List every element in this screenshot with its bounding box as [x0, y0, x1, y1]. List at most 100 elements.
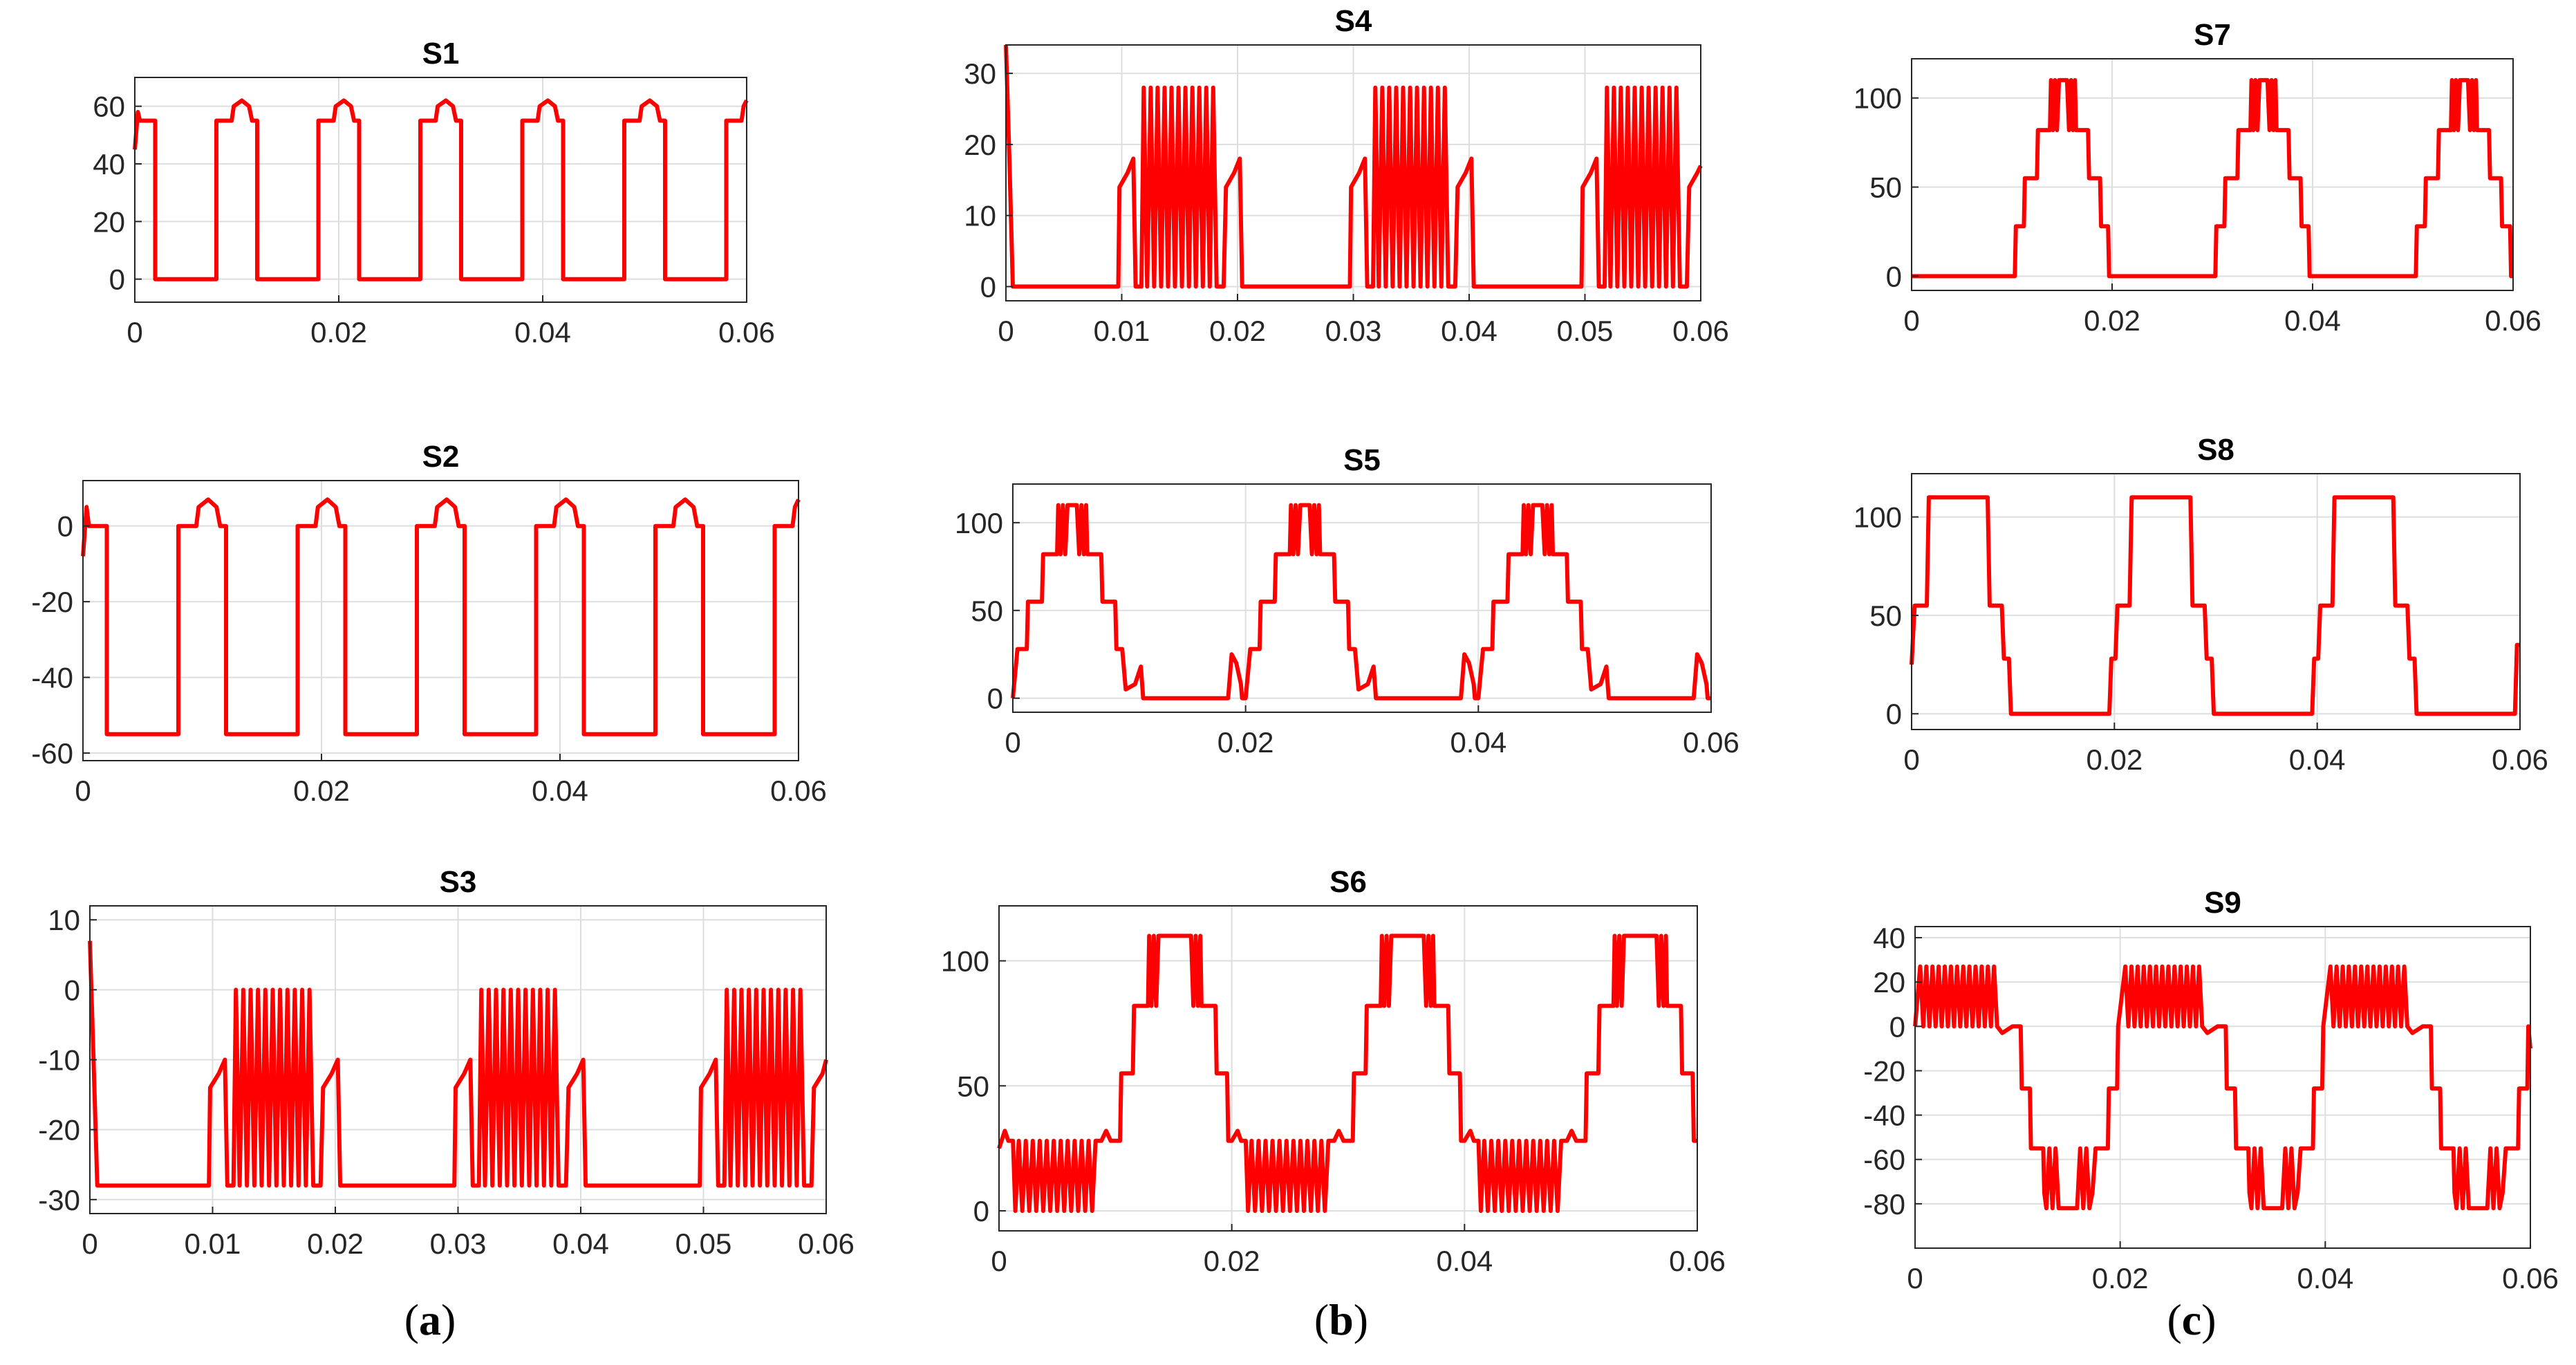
series-line-s5 [1011, 503, 1711, 700]
x-tick-label-s3-0: 0 [82, 1227, 97, 1260]
x-tick-label-s4-1: 0.01 [1094, 315, 1150, 347]
y-tick-label-s4-2: 20 [964, 129, 996, 161]
chart-title-s7: S7 [2194, 18, 2231, 52]
caption-a: (a) [404, 1295, 456, 1344]
chart-s9: S9 0 0.02 0.04 0.06 -80 -60 -40 -20 0 20 40 [1863, 886, 2559, 1294]
x-tick-label-s8-3: 0.06 [2492, 743, 2548, 776]
x-tick-label-s4-3: 0.03 [1325, 315, 1382, 347]
series-line-s6 [997, 934, 1697, 1214]
y-tick-label-s7-1: 50 [1869, 171, 1902, 204]
caption-c: (c) [2167, 1295, 2216, 1344]
y-tick-label-s8-2: 100 [1854, 501, 1902, 534]
x-tick-label-s1-0: 0 [127, 316, 142, 349]
y-tick-label-s3-4: 10 [48, 904, 80, 936]
chart-title-s8: S8 [2197, 433, 2234, 467]
x-tick-label-s3-5: 0.05 [675, 1227, 732, 1260]
chart-s8: S8 0 0.02 0.04 0.06 0 50 100 [1854, 433, 2548, 776]
x-tick-label-s9-3: 0.06 [2502, 1262, 2559, 1294]
y-tick-label-s5-0: 0 [987, 682, 1003, 715]
y-tick-label-s9-3: -20 [1863, 1055, 1905, 1087]
axes-frame-s8 [1911, 473, 2521, 730]
y-tick-label-s3-0: -30 [38, 1184, 80, 1216]
plot-area-s2 [83, 481, 799, 761]
x-tick-label-s7-1: 0.02 [2084, 304, 2140, 337]
x-tick-label-s6-0: 0 [991, 1245, 1007, 1277]
y-tick-label-s9-4: 0 [1889, 1010, 1905, 1043]
y-tick-label-s4-1: 10 [964, 200, 996, 232]
chart-title-s2: S2 [422, 440, 460, 474]
chart-title-s6: S6 [1329, 865, 1367, 899]
x-tick-label-s2-2: 0.04 [532, 774, 588, 807]
chart-s5: S5 0 0.02 0.04 0.06 0 50 100 [955, 443, 1739, 759]
series-line-s7 [1912, 77, 2514, 279]
chart-s4: S4 0 0.01 0.02 0.03 0.04 0.05 0.06 0 10 20 30 [964, 4, 1729, 347]
axes-frame-s2 [82, 480, 799, 761]
x-tick-label-s5-2: 0.04 [1450, 726, 1506, 759]
chart-title-s9: S9 [2204, 886, 2241, 920]
x-tick-label-s4-0: 0 [998, 315, 1014, 347]
x-tick-label-s8-2: 0.04 [2289, 743, 2346, 776]
x-tick-label-s5-0: 0 [1005, 726, 1020, 759]
plot-area-s7 [1912, 59, 2513, 290]
x-tick-label-s5-1: 0.02 [1217, 726, 1274, 759]
plot-area-s1 [135, 77, 747, 302]
x-tick-label-s2-1: 0.02 [293, 774, 350, 807]
y-tick-label-s8-0: 0 [1886, 698, 1902, 730]
y-tick-label-s3-3: 0 [64, 974, 80, 1006]
plot-grid: S1 0 0.02 0.04 0.06 0 20 40 60 S2 0 0.02 0.04 0.06 -60… [31, 4, 2559, 1294]
x-tick-label-s7-2: 0.04 [2284, 304, 2341, 337]
y-tick-label-s2-0: -60 [31, 737, 73, 770]
x-tick-label-s9-1: 0.02 [2092, 1262, 2149, 1294]
chart-s1: S1 0 0.02 0.04 0.06 0 20 40 60 [93, 37, 775, 349]
x-tick-label-s1-3: 0.06 [718, 316, 775, 349]
plot-area-s6 [999, 906, 1697, 1231]
y-tick-label-s6-0: 0 [973, 1195, 989, 1227]
y-tick-label-s3-1: -20 [38, 1114, 80, 1146]
axes-frame-s6 [998, 905, 1698, 1232]
x-tick-label-s5-3: 0.06 [1683, 726, 1739, 759]
chart-s2: S2 0 0.02 0.04 0.06 -60 -40 -20 0 [31, 440, 827, 807]
series-line-s4 [1004, 44, 1703, 289]
y-tick-label-s2-3: 0 [57, 510, 73, 543]
chart-s6: S6 0 0.02 0.04 0.06 0 50 100 [941, 865, 1726, 1277]
series-line-s8 [1910, 495, 2520, 716]
x-tick-label-s1-2: 0.04 [514, 316, 571, 349]
y-tick-label-s9-0: -80 [1863, 1188, 1905, 1220]
y-tick-label-s6-2: 100 [941, 945, 989, 978]
y-tick-label-s2-1: -40 [31, 662, 73, 694]
caption-b: (b) [1314, 1295, 1368, 1344]
y-tick-label-s1-3: 60 [93, 91, 125, 123]
x-tick-label-s1-1: 0.02 [310, 316, 367, 349]
chart-s7: S7 0 0.02 0.04 0.06 0 50 100 [1854, 18, 2541, 337]
x-tick-label-s3-1: 0.01 [185, 1227, 241, 1260]
y-tick-label-s4-3: 30 [964, 57, 996, 90]
x-tick-label-s3-4: 0.04 [552, 1227, 609, 1260]
plot-area-s9 [1915, 927, 2530, 1248]
x-tick-label-s7-0: 0 [1903, 304, 1919, 337]
x-tick-label-s4-2: 0.02 [1209, 315, 1266, 347]
x-tick-label-s2-0: 0 [75, 774, 91, 807]
y-tick-label-s5-2: 100 [955, 507, 1003, 539]
y-tick-label-s7-2: 100 [1854, 82, 1902, 115]
y-tick-label-s9-1: -60 [1863, 1144, 1905, 1176]
axes-frame-s1 [134, 77, 747, 303]
y-tick-label-s1-1: 20 [93, 205, 125, 238]
y-tick-label-s9-2: -40 [1863, 1099, 1905, 1132]
axes-frame-s5 [1012, 483, 1712, 713]
x-tick-label-s3-2: 0.02 [307, 1227, 364, 1260]
y-tick-label-s9-6: 40 [1873, 922, 1905, 954]
series-line-s1 [133, 98, 749, 281]
x-tick-label-s6-1: 0.02 [1204, 1245, 1260, 1277]
series-line-s3 [88, 940, 828, 1188]
series-line-s9 [1913, 964, 2532, 1211]
axes-frame-s9 [1914, 926, 2531, 1249]
y-tick-label-s2-2: -20 [31, 586, 73, 618]
chart-title-s5: S5 [1343, 443, 1381, 477]
x-tick-label-s6-2: 0.04 [1436, 1245, 1493, 1277]
y-tick-label-s1-0: 0 [109, 263, 125, 296]
x-tick-label-s3-3: 0.03 [430, 1227, 487, 1260]
y-tick-label-s7-0: 0 [1886, 260, 1902, 292]
series-line-s2 [81, 497, 801, 736]
x-tick-label-s7-3: 0.06 [2485, 304, 2541, 337]
